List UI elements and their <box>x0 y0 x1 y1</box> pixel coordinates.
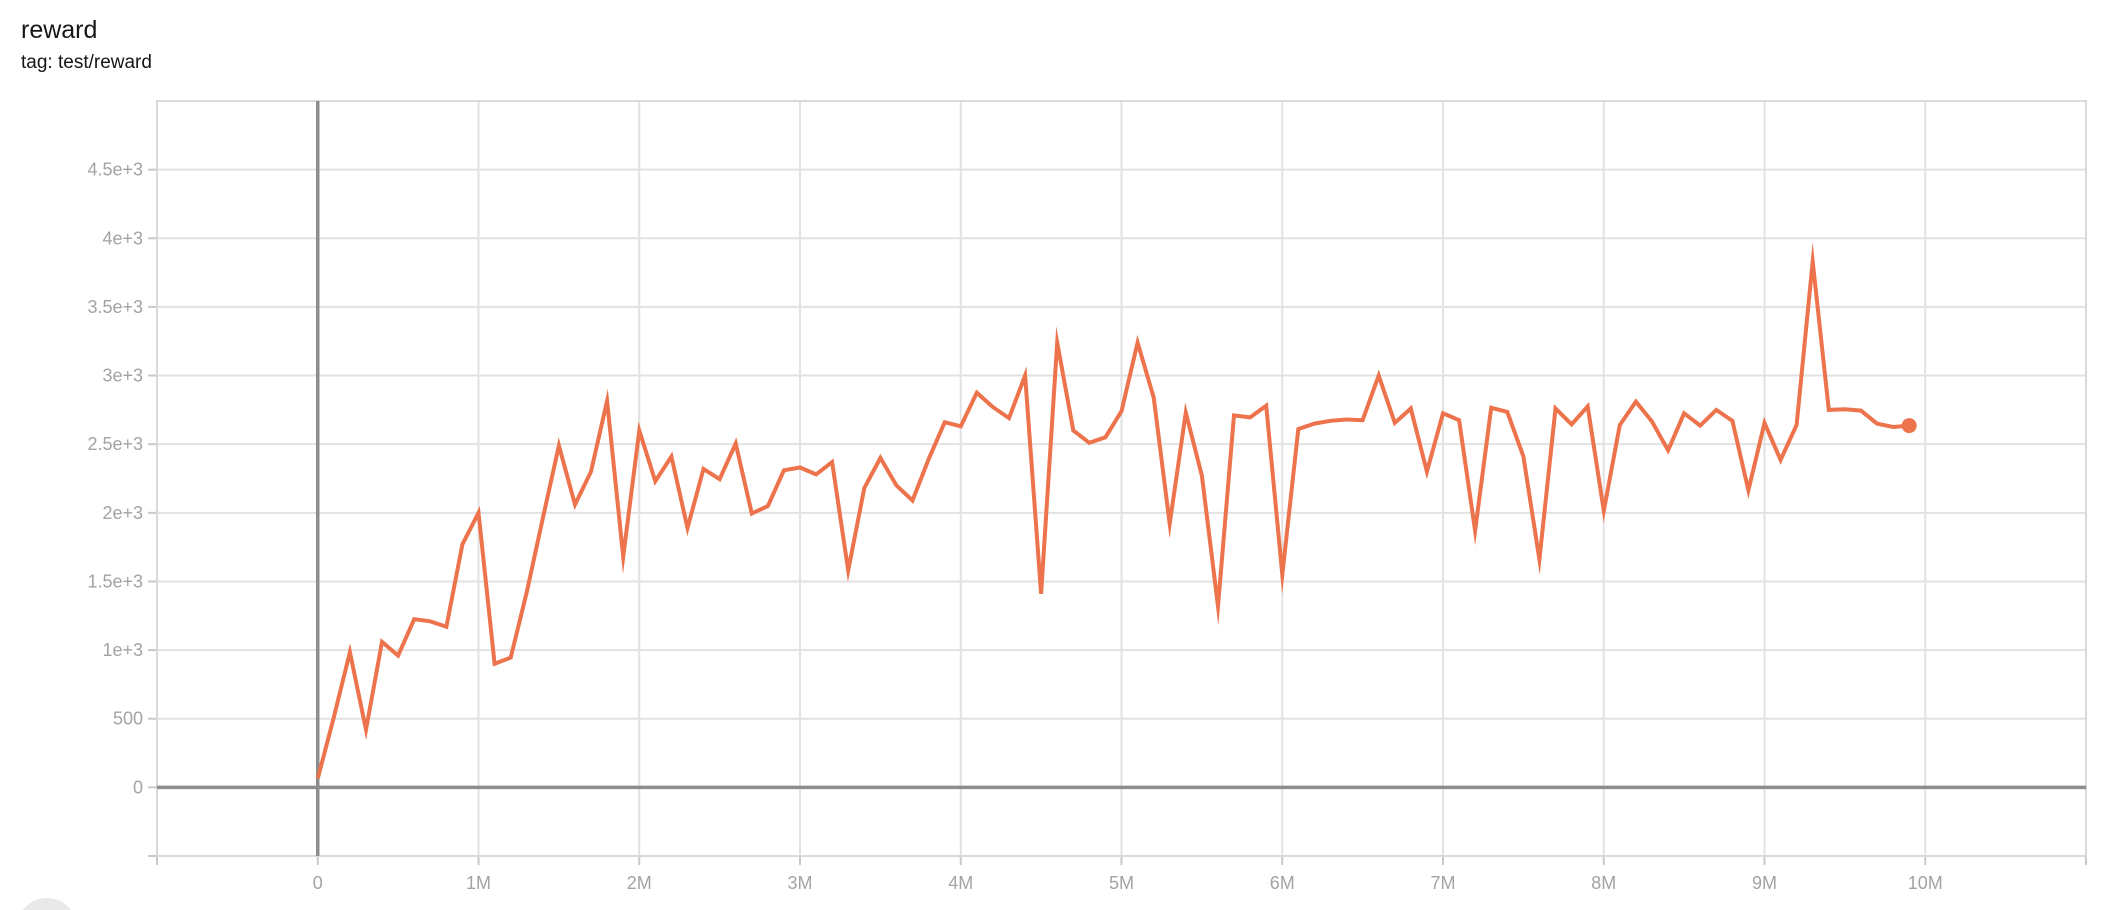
y-tick-label: 2e+3 <box>102 503 143 523</box>
plot-border <box>156 100 2087 857</box>
y-tick-label: 4.5e+3 <box>87 160 143 180</box>
x-tick-label: 10M <box>1908 873 1943 893</box>
chart-title: reward <box>21 16 98 44</box>
y-tick-label: 2.5e+3 <box>87 434 143 454</box>
x-tick-label: 8M <box>1591 873 1616 893</box>
x-tick-label: 9M <box>1752 873 1777 893</box>
chart-header: reward tag: test/reward <box>21 15 152 75</box>
y-tick-label: 3.5e+3 <box>87 297 143 317</box>
x-tick-label: 5M <box>1109 873 1134 893</box>
y-tick-label: 1.5e+3 <box>87 571 143 591</box>
x-tick-label: 3M <box>787 873 812 893</box>
x-tick-label: 4M <box>948 873 973 893</box>
x-tick-label: 7M <box>1430 873 1455 893</box>
x-tick-label: 0 <box>313 873 323 893</box>
x-tick-label: 2M <box>627 873 652 893</box>
y-tick-label: 0 <box>133 777 143 797</box>
chart-tag: tag: test/reward <box>21 52 152 73</box>
x-tick-label: 1M <box>466 873 491 893</box>
y-tick-label: 3e+3 <box>102 366 143 386</box>
y-tick-label: 500 <box>113 709 143 729</box>
series-line <box>315 242 1910 779</box>
series-end-marker <box>1901 418 1917 434</box>
y-tick-label: 4e+3 <box>102 228 143 248</box>
y-tick-label: 1e+3 <box>102 640 143 660</box>
x-tick-label: 6M <box>1270 873 1295 893</box>
